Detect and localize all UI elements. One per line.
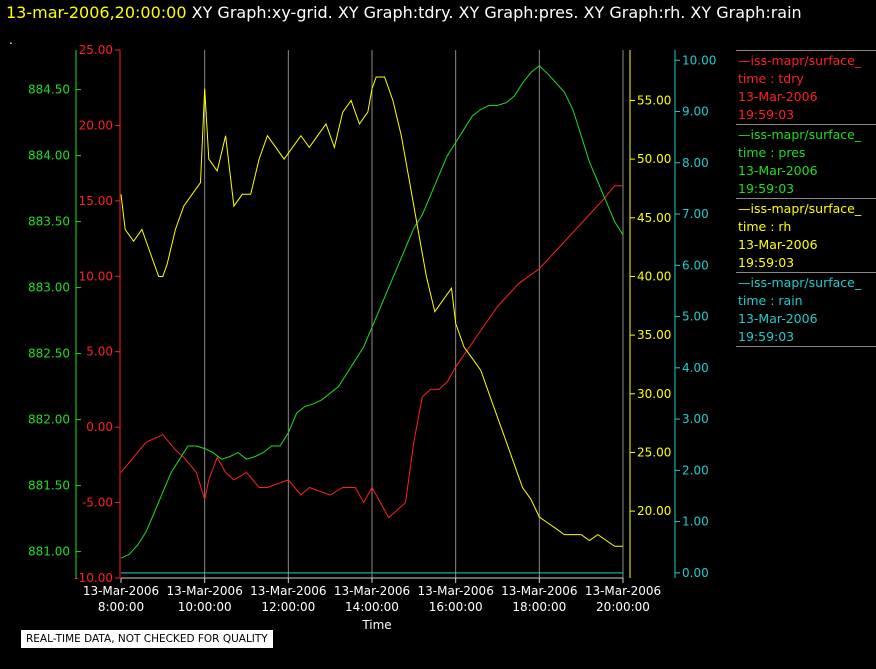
x-tick-label: 8:00:00 <box>98 600 144 614</box>
x-axis-label: Time <box>361 618 391 632</box>
x-tick-label: 12:00:00 <box>261 600 315 614</box>
legend-var: time : rain <box>738 293 803 308</box>
rain-tick-label: 3.00 <box>682 412 709 426</box>
legend-date: 13-Mar-2006 <box>738 237 818 252</box>
legend-entry: —iss-mapr/surface_time : pres 13-Mar-2006… <box>736 124 876 198</box>
rain-tick-label: 5.00 <box>682 310 709 324</box>
pres-tick-label: 884.00 <box>28 149 70 163</box>
rh-tick-label: 20.00 <box>637 504 671 518</box>
x-tick-label: 13-Mar-2006 <box>417 584 493 598</box>
legend-source: —iss-mapr/surface_ <box>738 275 862 290</box>
x-tick-label: 13-Mar-2006 <box>501 584 577 598</box>
pres-tick-label: 881.50 <box>28 479 70 493</box>
legend-entry: —iss-mapr/surface_time : rh 13-Mar-2006 19… <box>736 198 876 272</box>
legend: —iss-mapr/surface_ time : tdry 13-Mar-2006… <box>736 50 876 348</box>
status-mark: . <box>9 33 13 47</box>
pres-tick-label: 882.00 <box>28 413 70 427</box>
series-pres-line <box>120 65 624 559</box>
series-tdry-line <box>120 185 623 519</box>
legend-var: time : pres <box>738 145 806 160</box>
legend-var: time : rh <box>738 219 792 234</box>
legend-time: 19:59:03 <box>738 107 795 122</box>
rain-tick-label: 8.00 <box>682 156 709 170</box>
rain-tick-label: 0.00 <box>682 566 709 580</box>
x-tick-label: 13-Mar-2006 <box>334 584 410 598</box>
rh-tick-label: 55.00 <box>637 93 671 107</box>
series-rh-line <box>120 76 623 547</box>
quality-disclaimer: REAL-TIME DATA, NOT CHECKED FOR QUALITY <box>21 630 273 648</box>
legend-var: time : tdry <box>738 71 804 86</box>
legend-source: —iss-mapr/surface_ <box>738 201 862 216</box>
legend-entry: —iss-mapr/surface_time : tdry 13-Mar-2006… <box>736 50 876 124</box>
x-tick-label: 13-Mar-2006 <box>585 584 661 598</box>
rh-tick-label: 30.00 <box>637 387 671 401</box>
rh-tick-label: 35.00 <box>637 328 671 342</box>
x-tick-label: 16:00:00 <box>429 600 483 614</box>
rh-tick-label: 45.00 <box>637 211 671 225</box>
tdry-tick-label: 15.00 <box>79 194 113 208</box>
tdry-tick-label: 10.00 <box>79 269 113 283</box>
pres-tick-label: 882.50 <box>28 347 70 361</box>
timestamp: 13-mar-2006,20:00:00 <box>6 3 187 22</box>
rain-tick-label: 4.00 <box>682 361 709 375</box>
rh-tick-label: 50.00 <box>637 152 671 166</box>
rain-tick-label: 2.00 <box>682 463 709 477</box>
legend-date: 13-Mar-2006 <box>738 89 818 104</box>
tdry-tick-label: 25.00 <box>79 43 113 57</box>
tdry-tick-label: 20.00 <box>79 118 113 132</box>
x-tick-label: 13-Mar-2006 <box>250 584 326 598</box>
pres-tick-label: 881.00 <box>28 545 70 559</box>
x-tick-label: 13-Mar-2006 <box>166 584 242 598</box>
legend-source: —iss-mapr/surface_ <box>738 127 862 142</box>
rain-tick-label: 7.00 <box>682 207 709 221</box>
x-tick-label: 18:00:00 <box>512 600 566 614</box>
legend-divider <box>736 346 876 348</box>
rh-tick-label: 25.00 <box>637 445 671 459</box>
rain-tick-label: 1.00 <box>682 515 709 529</box>
x-tick-label: 13-Mar-2006 <box>83 584 159 598</box>
pres-tick-label: 883.00 <box>28 281 70 295</box>
legend-entry: —iss-mapr/surface_time : rain 13-Mar-2006… <box>736 272 876 346</box>
legend-date: 13-Mar-2006 <box>738 163 818 178</box>
tdry-tick-label: 0.00 <box>86 420 113 434</box>
x-tick-label: 14:00:00 <box>345 600 399 614</box>
pres-tick-label: 883.50 <box>28 215 70 229</box>
tdry-tick-label: -10.00 <box>74 571 113 585</box>
rain-tick-label: 6.00 <box>682 258 709 272</box>
legend-date: 13-Mar-2006 <box>738 311 818 326</box>
legend-time: 19:59:03 <box>738 181 795 196</box>
tdry-tick-label: -5.00 <box>82 496 113 510</box>
rh-tick-label: 40.00 <box>637 269 671 283</box>
legend-source: —iss-mapr/surface_ <box>738 53 862 68</box>
legend-time: 19:59:03 <box>738 329 795 344</box>
rain-tick-label: 9.00 <box>682 105 709 119</box>
graph-titles: XY Graph:xy-grid. XY Graph:tdry. XY Grap… <box>191 3 802 22</box>
x-tick-label: 10:00:00 <box>178 600 232 614</box>
legend-time: 19:59:03 <box>738 255 795 270</box>
x-tick-label: 20:00:00 <box>596 600 650 614</box>
rain-tick-label: 10.00 <box>682 53 716 67</box>
pres-tick-label: 884.50 <box>28 83 70 97</box>
window-title-bar: 13-mar-2006,20:00:00 XY Graph:xy-grid. X… <box>6 3 802 22</box>
tdry-tick-label: 5.00 <box>86 345 113 359</box>
